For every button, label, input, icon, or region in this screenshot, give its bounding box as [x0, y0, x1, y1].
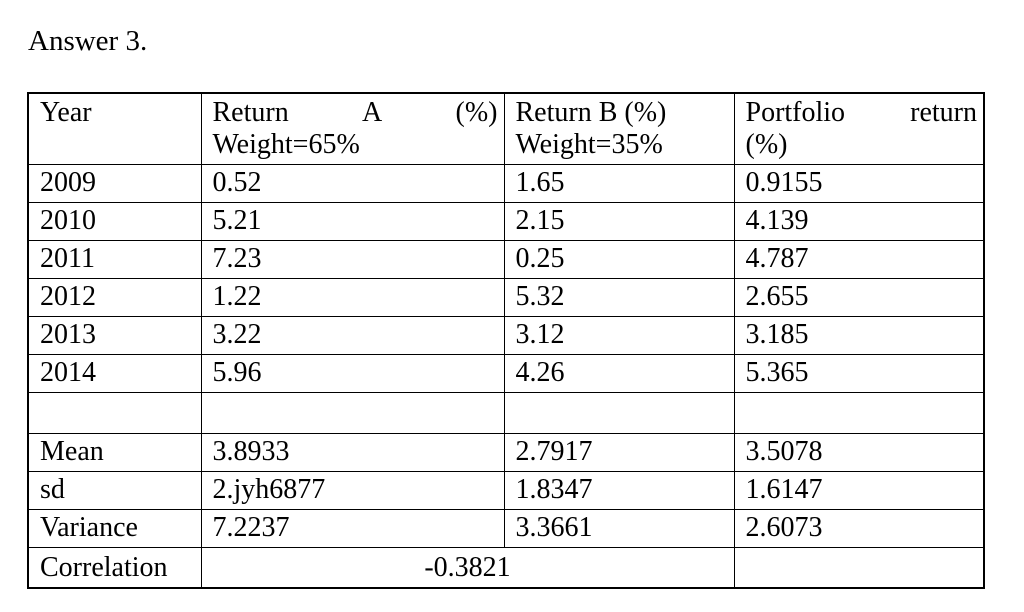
variance-a-cell: 7.2237: [200, 509, 505, 548]
table-header-row: Year Return A (%) Weight=65% Return B (%…: [27, 92, 985, 165]
header-return-a-line1: Return A (%): [212, 97, 498, 128]
mean-a-cell: 3.8933: [200, 433, 505, 472]
return-b-cell: 1.65: [503, 164, 735, 203]
return-a-cell: 5.21: [200, 202, 505, 241]
year-cell: 2013: [27, 316, 202, 355]
return-a-cell: 7.23: [200, 240, 505, 279]
variance-portfolio-cell: 2.6073: [733, 509, 985, 548]
stat-label-cell: Variance: [27, 509, 202, 548]
portfolio-cell: 0.9155: [733, 164, 985, 203]
table-row-2012: 2012 1.22 5.32 2.655: [27, 278, 985, 317]
portfolio-cell: 3.185: [733, 316, 985, 355]
table-row-2011: 2011 7.23 0.25 4.787: [27, 240, 985, 279]
table-row-2009: 2009 0.52 1.65 0.9155: [27, 164, 985, 203]
return-a-cell: 3.22: [200, 316, 505, 355]
stat-label-cell: sd: [27, 471, 202, 510]
mean-portfolio-cell: 3.5078: [733, 433, 985, 472]
table-row-variance: Variance 7.2237 3.3661 2.6073: [27, 509, 985, 548]
year-cell: 2014: [27, 354, 202, 393]
return-a-cell: 1.22: [200, 278, 505, 317]
stat-label-cell: Correlation: [27, 547, 202, 588]
portfolio-cell: 4.787: [733, 240, 985, 279]
header-portfolio-line1: Portfolio return: [745, 97, 978, 128]
return-b-cell: 0.25: [503, 240, 735, 279]
year-cell: 2010: [27, 202, 202, 241]
return-b-cell: 4.26: [503, 354, 735, 393]
stat-label-cell: Mean: [27, 433, 202, 472]
portfolio-cell: 2.655: [733, 278, 985, 317]
sd-b-cell: 1.8347: [503, 471, 735, 510]
header-return-b-line2: Weight=35%: [515, 129, 663, 160]
empty-cell: [200, 392, 505, 434]
header-cell-portfolio: Portfolio return (%): [733, 92, 985, 165]
table-row-2013: 2013 3.22 3.12 3.185: [27, 316, 985, 355]
empty-cell: [503, 392, 735, 434]
table-spacer-row: [27, 392, 985, 434]
year-cell: 2009: [27, 164, 202, 203]
year-cell: 2011: [27, 240, 202, 279]
table-row-sd: sd 2.jyh6877 1.8347 1.6147: [27, 471, 985, 510]
header-return-a-line2: Weight=65%: [212, 129, 360, 160]
return-b-cell: 3.12: [503, 316, 735, 355]
header-portfolio-line2: (%): [745, 129, 788, 160]
page-title: Answer 3.: [28, 25, 148, 57]
header-cell-return-b: Return B (%) Weight=35%: [503, 92, 735, 165]
variance-b-cell: 3.3661: [503, 509, 735, 548]
sd-a-cell: 2.jyh6877: [200, 471, 505, 510]
table-row-mean: Mean 3.8933 2.7917 3.5078: [27, 433, 985, 472]
year-cell: 2012: [27, 278, 202, 317]
header-year-label: Year: [40, 97, 92, 128]
header-return-b-line1: Return B (%): [515, 97, 667, 128]
mean-b-cell: 2.7917: [503, 433, 735, 472]
table-row-correlation: Correlation -0.3821: [27, 547, 985, 588]
empty-cell: [733, 547, 985, 588]
table-row-2014: 2014 5.96 4.26 5.365: [27, 354, 985, 393]
sd-portfolio-cell: 1.6147: [733, 471, 985, 510]
empty-cell: [27, 392, 202, 434]
return-a-cell: 0.52: [200, 164, 505, 203]
return-b-cell: 2.15: [503, 202, 735, 241]
return-b-cell: 5.32: [503, 278, 735, 317]
return-a-cell: 5.96: [200, 354, 505, 393]
empty-cell: [733, 392, 985, 434]
header-cell-return-a: Return A (%) Weight=65%: [200, 92, 505, 165]
returns-table: Year Return A (%) Weight=65% Return B (%…: [27, 92, 985, 589]
portfolio-cell: 5.365: [733, 354, 985, 393]
header-cell-year: Year: [27, 92, 202, 165]
portfolio-cell: 4.139: [733, 202, 985, 241]
correlation-value-cell: -0.3821: [200, 547, 735, 588]
table-row-2010: 2010 5.21 2.15 4.139: [27, 202, 985, 241]
